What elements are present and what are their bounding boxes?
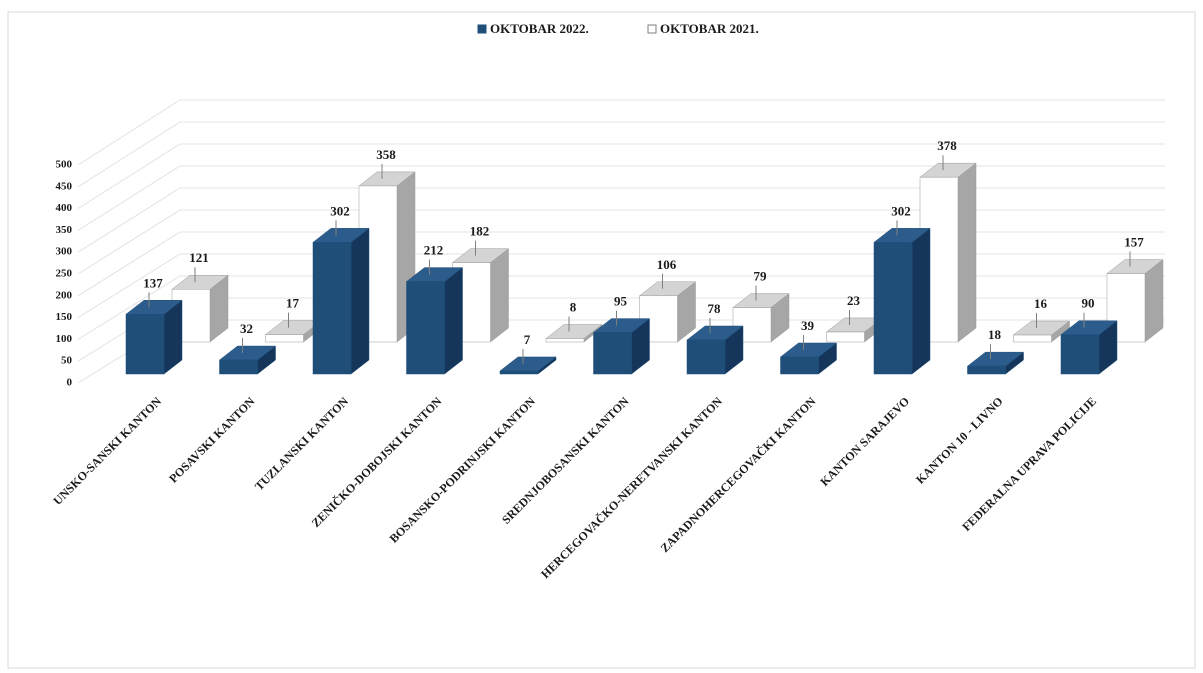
value-label: 78 xyxy=(708,301,722,316)
value-label: 79 xyxy=(754,269,768,284)
value-label: 17 xyxy=(286,296,300,311)
grid-line xyxy=(77,165,1165,231)
bar-side xyxy=(350,227,370,375)
bar-side xyxy=(490,248,509,343)
value-label: 90 xyxy=(1082,296,1095,311)
grid-line xyxy=(77,209,1165,275)
bar xyxy=(312,242,352,375)
bar xyxy=(967,365,1006,375)
bar xyxy=(1013,334,1052,343)
bar-side xyxy=(1144,259,1164,343)
value-label: 121 xyxy=(189,250,209,265)
bar-side xyxy=(911,227,931,375)
value-label: 18 xyxy=(988,327,1002,342)
y-tick-label: 500 xyxy=(56,159,73,171)
bar-side xyxy=(957,162,977,343)
bar xyxy=(826,331,865,343)
y-tick-label: 450 xyxy=(56,180,73,192)
legend-swatch xyxy=(477,24,487,34)
value-label: 137 xyxy=(143,275,163,290)
value-label: 358 xyxy=(376,147,396,162)
grid-line xyxy=(77,187,1165,253)
value-label: 16 xyxy=(1034,296,1048,311)
value-label: 32 xyxy=(240,321,253,336)
bar xyxy=(780,356,819,375)
bar xyxy=(499,370,539,375)
value-label: 302 xyxy=(891,203,911,218)
y-tick-label: 400 xyxy=(56,202,73,214)
grid-line xyxy=(77,275,1165,340)
bar xyxy=(406,281,445,375)
bar xyxy=(545,338,585,343)
value-label: 23 xyxy=(847,293,861,308)
y-tick-label: 200 xyxy=(56,289,73,301)
value-label: 212 xyxy=(424,243,444,258)
y-tick-label: 150 xyxy=(56,311,73,323)
bar xyxy=(125,314,165,375)
value-label: 95 xyxy=(614,294,628,309)
legend-label: OKTOBAR 2022. xyxy=(490,21,589,36)
y-tick-label: 250 xyxy=(56,268,73,280)
grid-line xyxy=(77,121,1165,188)
grid-line xyxy=(77,253,1165,319)
y-tick-label: 350 xyxy=(56,224,73,236)
value-label: 7 xyxy=(524,332,531,347)
bar xyxy=(1060,334,1100,375)
legend-label: OKTOBAR 2021. xyxy=(660,21,759,36)
grid-line xyxy=(77,143,1165,210)
grid-line xyxy=(77,231,1165,297)
bar xyxy=(265,334,304,343)
value-label: 8 xyxy=(570,299,577,314)
value-label: 157 xyxy=(1124,235,1144,250)
bar xyxy=(686,339,726,375)
y-tick-label: 50 xyxy=(61,355,73,367)
y-tick-label: 300 xyxy=(56,246,73,258)
value-label: 106 xyxy=(657,257,677,272)
bar xyxy=(219,359,258,375)
bar-side xyxy=(444,267,463,375)
bar xyxy=(873,242,913,375)
value-label: 302 xyxy=(330,203,350,218)
bar xyxy=(593,332,632,375)
value-label: 182 xyxy=(470,224,490,239)
y-tick-label: 0 xyxy=(67,377,73,389)
legend-swatch xyxy=(647,24,657,34)
grid-line xyxy=(77,99,1165,166)
value-label: 39 xyxy=(801,318,815,333)
y-tick-label: 100 xyxy=(56,333,73,345)
value-label: 378 xyxy=(937,138,957,153)
